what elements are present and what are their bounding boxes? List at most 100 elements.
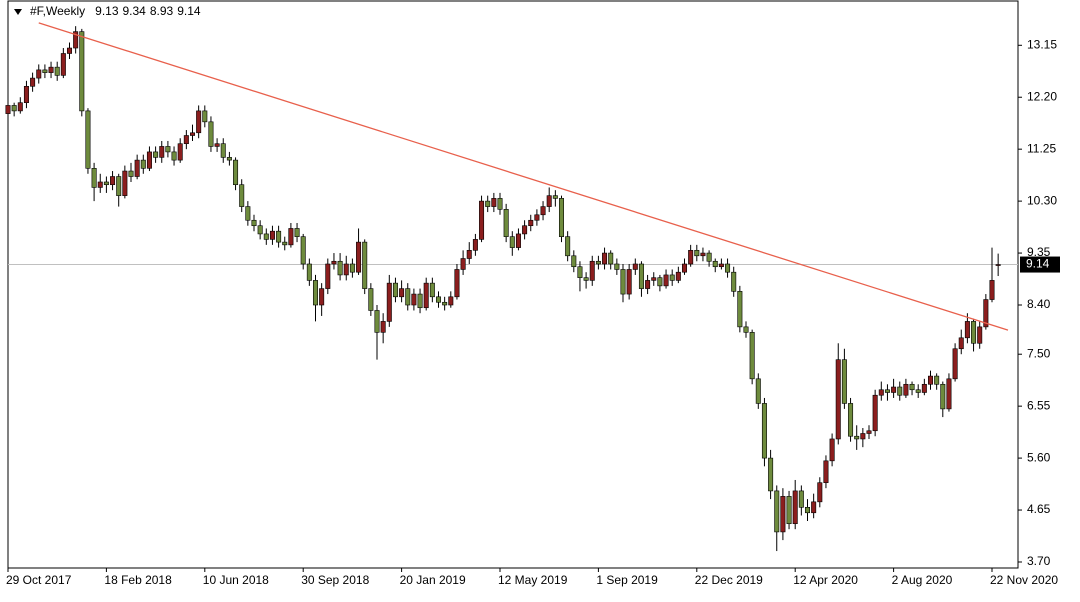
candle-body	[577, 266, 583, 278]
candle-body	[860, 433, 866, 440]
candle-body	[804, 507, 810, 514]
candle-body	[48, 66, 54, 73]
current-price-label: 9.14	[1026, 257, 1050, 271]
candle-body	[239, 184, 245, 207]
x-tick-label: 29 Oct 2017	[6, 573, 72, 587]
candle-body	[325, 263, 331, 289]
candle-body	[891, 386, 897, 393]
candle-body	[374, 310, 380, 333]
candle-body	[749, 332, 755, 380]
candle-body	[854, 435, 860, 440]
candle-body	[405, 288, 411, 306]
candle-body	[934, 375, 940, 385]
candle-body	[725, 263, 731, 273]
candle-body	[30, 77, 36, 87]
header-value: 9.34	[123, 4, 147, 18]
candle-body	[645, 280, 651, 289]
candle-body	[245, 206, 251, 221]
y-tick-label: 13.15	[1027, 37, 1057, 51]
candle-body	[491, 198, 497, 207]
candle-body	[435, 296, 441, 303]
candle-body	[921, 383, 927, 393]
candle-body	[522, 225, 528, 235]
x-tick-label: 22 Dec 2019	[695, 573, 763, 587]
candle-body	[620, 269, 626, 295]
candle-body	[552, 195, 558, 199]
candle-body	[663, 274, 669, 287]
candle-body	[190, 132, 196, 136]
candle-body	[79, 31, 85, 112]
candle-body	[792, 490, 798, 525]
y-tick-label: 7.50	[1027, 346, 1051, 360]
candle-body	[448, 296, 454, 306]
candle-body	[122, 170, 128, 196]
candle-body	[36, 69, 42, 79]
candle-body	[669, 274, 675, 281]
candle-body	[67, 47, 73, 54]
y-tick-label: 5.60	[1027, 450, 1051, 464]
candle-body	[700, 252, 706, 257]
candle-body	[558, 198, 564, 237]
candle-body	[614, 263, 620, 270]
candle-body	[946, 378, 952, 410]
candle-body	[300, 236, 306, 265]
x-tick-label: 22 Nov 2020	[990, 573, 1058, 587]
candle-body	[731, 271, 737, 292]
candle-body	[399, 288, 405, 298]
candle-body	[774, 490, 780, 533]
candle-body	[688, 250, 694, 265]
candle-body	[737, 291, 743, 328]
candle-body	[971, 321, 977, 344]
candle-body	[337, 260, 343, 276]
candle-body	[54, 66, 60, 76]
candle-body	[356, 241, 362, 273]
candle-body	[694, 250, 700, 257]
candle-body	[257, 225, 263, 235]
x-tick-label: 20 Jan 2019	[400, 573, 466, 587]
x-tick-label: 1 Sep 2019	[596, 573, 658, 587]
candle-body	[269, 230, 275, 240]
header-value: 9.13	[95, 4, 119, 18]
candle-body	[706, 252, 712, 262]
candle-body	[202, 110, 208, 123]
candle-body	[103, 181, 109, 186]
candle-body	[214, 143, 220, 147]
candle-body	[23, 85, 29, 103]
candle-body	[595, 260, 601, 265]
candle-body	[17, 102, 23, 112]
candle-body	[110, 176, 116, 186]
candle-body	[485, 200, 491, 207]
candle-body	[73, 31, 79, 49]
candle-body	[472, 239, 478, 251]
candle-body	[841, 359, 847, 404]
candle-body	[60, 53, 66, 76]
candle-body	[140, 159, 146, 169]
candle-body	[989, 280, 995, 300]
candle-body	[251, 219, 257, 227]
header: #F,Weekly 9.13 9.34 8.93 9.14	[30, 4, 201, 18]
y-tick-label: 10.30	[1027, 193, 1057, 207]
candle-body	[755, 378, 761, 404]
candle-body	[454, 269, 460, 298]
candle-body	[343, 263, 349, 276]
candle-body	[915, 389, 921, 393]
symbol: #F,Weekly	[30, 4, 85, 18]
x-tick-label: 18 Feb 2018	[104, 573, 172, 587]
header-icon	[14, 9, 22, 15]
candle-body	[91, 168, 97, 188]
candle-body	[116, 176, 122, 196]
candle-body	[134, 159, 140, 177]
candle-body	[817, 482, 823, 503]
candle-body	[835, 359, 841, 440]
y-tick-label: 6.55	[1027, 398, 1051, 412]
candle-body	[811, 501, 817, 514]
candle-body	[146, 151, 152, 169]
candle-body	[565, 236, 571, 257]
x-tick-label: 30 Sep 2018	[301, 573, 369, 587]
candle-body	[319, 288, 325, 306]
candle-body	[884, 389, 890, 393]
candle-body	[761, 403, 767, 459]
candle-body	[85, 110, 91, 169]
candle-body	[392, 282, 398, 298]
